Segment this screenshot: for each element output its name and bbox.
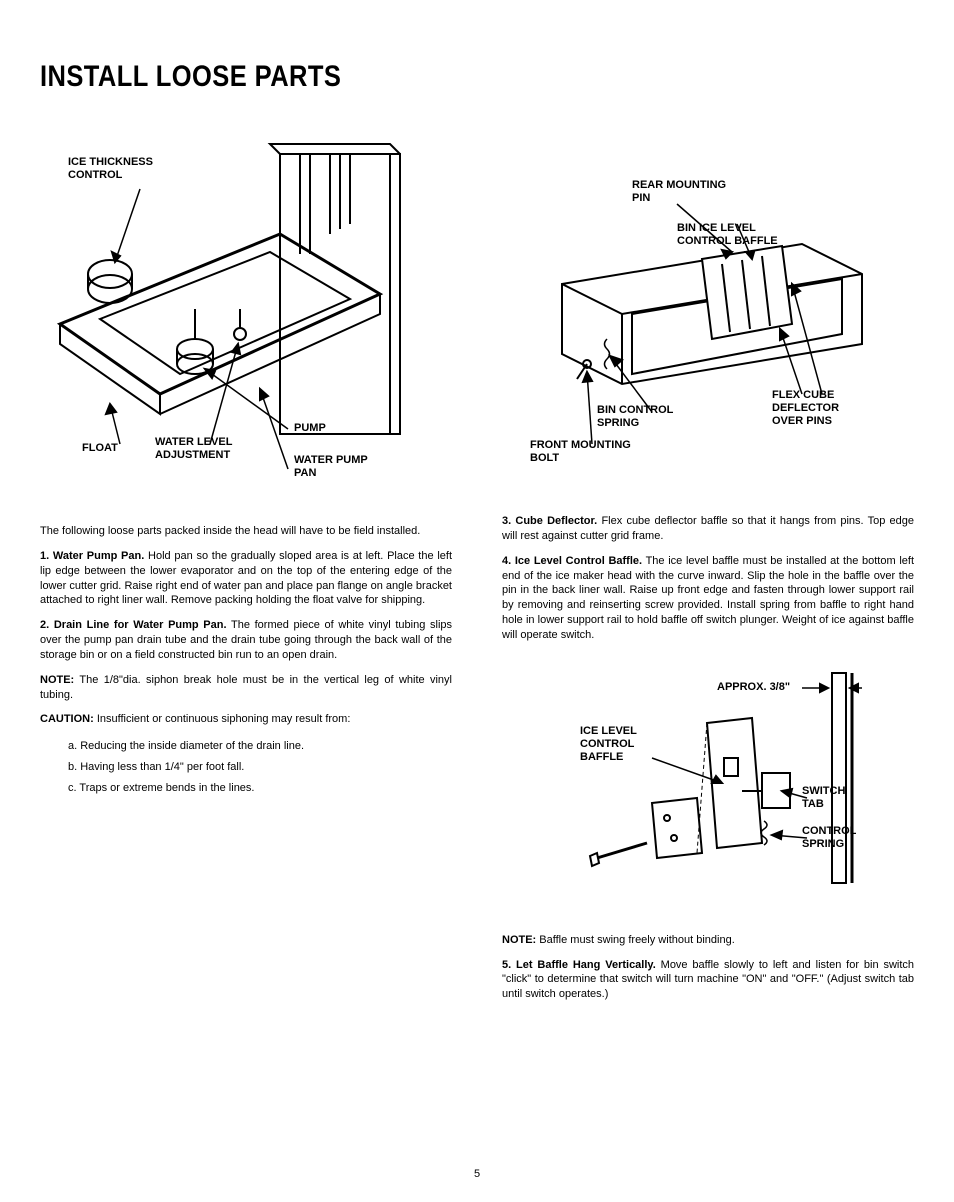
step-4: 4. Ice Level Control Baffle. The ice lev… xyxy=(502,554,914,643)
step-4-lead: 4. Ice Level Control Baffle. xyxy=(502,555,642,567)
page-title: INSTALL LOOSE PARTS xyxy=(40,60,783,94)
figure-water-pump-pan: ICE THICKNESS CONTROL FLOAT WATER LEVEL … xyxy=(40,134,452,494)
sub-b: b. Having less than 1/4" per foot fall. xyxy=(68,758,452,777)
step-3: 3. Cube Deflector. Flex cube deflector b… xyxy=(502,514,914,544)
label-ice-level: ICE LEVEL CONTROL BAFFLE xyxy=(580,725,637,765)
caution-body: Insufficient or continuous siphoning may… xyxy=(94,713,351,725)
step-1: 1. Water Pump Pan. Hold pan so the gradu… xyxy=(40,549,452,608)
step-4-body: The ice level baffle must be installed a… xyxy=(502,555,914,641)
caution-lead: CAUTION: xyxy=(40,713,94,725)
caution: CAUTION: Insufficient or continuous siph… xyxy=(40,712,452,727)
step-5-lead: 5. Let Baffle Hang Vertically. xyxy=(502,959,656,971)
step-1-lead: 1. Water Pump Pan. xyxy=(40,550,144,562)
label-bin-baffle: BIN ICE LEVEL CONTROL BAFFLE xyxy=(677,222,778,248)
note-1: NOTE: The 1/8"dia. siphon break hole mus… xyxy=(40,673,452,703)
step-2: 2. Drain Line for Water Pump Pan. The fo… xyxy=(40,618,452,663)
note-1-lead: NOTE: xyxy=(40,674,74,686)
diagram-svg-2 xyxy=(502,164,902,484)
label-approx: APPROX. 3/8" xyxy=(717,681,790,694)
label-front-bolt: FRONT MOUNTING BOLT xyxy=(530,439,631,465)
label-pump: PUMP xyxy=(294,422,326,435)
diagram-svg-1 xyxy=(40,134,440,494)
label-water-level: WATER LEVEL ADJUSTMENT xyxy=(155,436,232,462)
label-bin-control-spring: BIN CONTROL SPRING xyxy=(597,404,673,430)
label-switch-tab: SWITCH TAB xyxy=(802,785,845,811)
label-water-pump-pan: WATER PUMP PAN xyxy=(294,454,368,480)
figure-bin-control: REAR MOUNTING PIN BIN ICE LEVEL CONTROL … xyxy=(502,164,914,484)
right-column: REAR MOUNTING PIN BIN ICE LEVEL CONTROL … xyxy=(502,134,914,1012)
label-ice-thickness: ICE THICKNESS CONTROL xyxy=(68,156,153,182)
step-2-lead: 2. Drain Line for Water Pump Pan. xyxy=(40,619,227,631)
step-3-lead: 3. Cube Deflector. xyxy=(502,515,597,527)
diagram-svg-3 xyxy=(502,663,902,903)
note-2: NOTE: Baffle must swing freely without b… xyxy=(502,933,914,948)
label-rear-pin: REAR MOUNTING PIN xyxy=(632,179,726,205)
label-flex-cube: FLEX CUBE DEFLECTOR OVER PINS xyxy=(772,389,839,429)
left-intro: The following loose parts packed inside … xyxy=(40,524,452,539)
page-number: 5 xyxy=(474,1168,480,1180)
two-column-layout: ICE THICKNESS CONTROL FLOAT WATER LEVEL … xyxy=(40,134,914,1012)
note-2-body: Baffle must swing freely without binding… xyxy=(536,934,735,946)
note-1-body: The 1/8"dia. siphon break hole must be i… xyxy=(40,674,452,701)
note-2-lead: NOTE: xyxy=(502,934,536,946)
sub-c: c. Traps or extreme bends in the lines. xyxy=(68,779,452,798)
left-column: ICE THICKNESS CONTROL FLOAT WATER LEVEL … xyxy=(40,134,452,1012)
label-control-spring: CONTROL SPRING xyxy=(802,825,856,851)
label-float: FLOAT xyxy=(82,442,118,455)
figure-baffle-switch: APPROX. 3/8" ICE LEVEL CONTROL BAFFLE SW… xyxy=(502,663,914,903)
caution-sublist: a. Reducing the inside diameter of the d… xyxy=(68,737,452,797)
step-5: 5. Let Baffle Hang Vertically. Move baff… xyxy=(502,958,914,1003)
sub-a: a. Reducing the inside diameter of the d… xyxy=(68,737,452,756)
